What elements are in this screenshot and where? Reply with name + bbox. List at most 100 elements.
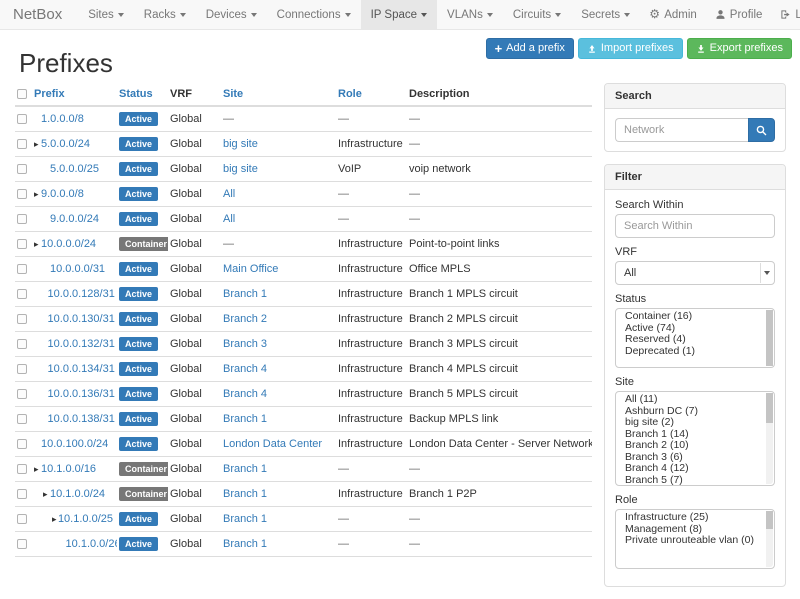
- filter-option[interactable]: Deprecated (1): [625, 345, 696, 357]
- site-link[interactable]: Branch 4: [223, 362, 268, 375]
- scrollbar-thumb[interactable]: [766, 511, 773, 529]
- nav-item-sites[interactable]: Sites: [78, 0, 134, 29]
- nav-item-devices[interactable]: Devices: [196, 0, 267, 29]
- site-link[interactable]: big site: [223, 162, 258, 175]
- row-checkbox[interactable]: [17, 438, 27, 449]
- site-link[interactable]: Branch 1: [223, 462, 268, 475]
- filter-option[interactable]: Private unrouteable vlan (0): [625, 535, 754, 546]
- nav-item-racks[interactable]: Racks: [134, 0, 196, 29]
- filter-option[interactable]: Branch 3 (6): [625, 451, 683, 463]
- site-link[interactable]: big site: [223, 137, 258, 150]
- site-link[interactable]: Branch 1: [223, 287, 268, 300]
- scrollbar-thumb[interactable]: [766, 393, 773, 423]
- row-checkbox[interactable]: [17, 313, 27, 324]
- site-link[interactable]: Branch 1: [223, 487, 268, 500]
- row-checkbox[interactable]: [17, 513, 27, 524]
- prefix-link[interactable]: 10.0.100.0/24: [41, 437, 109, 450]
- row-checkbox[interactable]: [17, 338, 27, 349]
- nav-item-admin[interactable]: ⚙ Admin: [640, 0, 706, 29]
- row-checkbox[interactable]: [17, 538, 27, 549]
- prefix-link[interactable]: 9.0.0.0/24: [50, 212, 99, 225]
- row-checkbox[interactable]: [17, 188, 27, 199]
- prefix-link[interactable]: 10.0.0.134/31: [47, 362, 115, 375]
- nav-item-profile[interactable]: Profile: [706, 0, 772, 29]
- prefix-link[interactable]: 10.1.0.0/16: [41, 462, 97, 475]
- prefix-link[interactable]: 10.0.0.130/31: [47, 312, 115, 325]
- nav-item-secrets[interactable]: Secrets: [571, 0, 640, 29]
- prefix-link[interactable]: 5.0.0.0/24: [41, 137, 90, 150]
- filter-option[interactable]: Branch 2 (10): [625, 440, 689, 451]
- row-checkbox[interactable]: [17, 163, 27, 174]
- filter-option[interactable]: Branch 1 (14): [625, 428, 689, 440]
- site-link[interactable]: Branch 2: [223, 312, 268, 325]
- row-checkbox[interactable]: [17, 113, 27, 124]
- add-prefix-button[interactable]: + Add a prefix: [485, 38, 574, 59]
- row-checkbox[interactable]: [17, 213, 27, 224]
- prefix-link[interactable]: 10.1.0.0/25: [57, 512, 113, 525]
- site-link[interactable]: Branch 1: [223, 537, 268, 550]
- select-all-checkbox[interactable]: [17, 89, 27, 100]
- column-header-site[interactable]: Site: [221, 83, 336, 107]
- filter-option[interactable]: Infrastructure (25): [625, 512, 709, 523]
- column-header-prefix[interactable]: Prefix: [32, 83, 117, 107]
- expand-caret-icon[interactable]: ▸: [34, 139, 39, 149]
- prefix-link[interactable]: 10.0.0.132/31: [47, 337, 115, 350]
- export-prefixes-button[interactable]: Export prefixes: [686, 38, 792, 59]
- prefix-link[interactable]: 10.0.0.0/24: [41, 237, 97, 250]
- prefix-link[interactable]: 1.0.0.0/8: [41, 112, 84, 125]
- nav-item-connections[interactable]: Connections: [267, 0, 361, 29]
- expand-caret-icon[interactable]: ▸: [34, 239, 39, 249]
- row-checkbox[interactable]: [17, 413, 27, 424]
- prefix-link[interactable]: 10.1.0.0/26: [65, 537, 117, 550]
- filter-option[interactable]: Branch 5 (7): [625, 474, 683, 486]
- prefix-link[interactable]: 10.0.0.0/31: [50, 262, 106, 275]
- filter-option[interactable]: All (11): [625, 394, 658, 405]
- nav-item-vlans[interactable]: VLANs: [437, 0, 503, 29]
- role-multiselect[interactable]: Infrastructure (25) Management (8) Private…: [615, 509, 775, 569]
- site-link[interactable]: Branch 3: [223, 337, 268, 350]
- filter-option[interactable]: Management (8): [625, 523, 703, 535]
- site-multiselect[interactable]: All (11) Ashburn DC (7) big site (2) Branch…: [615, 391, 775, 486]
- site-link[interactable]: All: [223, 212, 236, 225]
- prefix-link[interactable]: 10.1.0.0/24: [50, 487, 106, 500]
- filter-option[interactable]: Branch 4 (12): [625, 463, 689, 474]
- site-link[interactable]: Branch 1: [223, 512, 268, 525]
- filter-option[interactable]: big site (2): [625, 417, 675, 428]
- prefix-link[interactable]: 10.0.0.128/31: [47, 287, 115, 300]
- filter-option[interactable]: Active (74): [625, 322, 676, 334]
- netbox-brand[interactable]: NetBox: [13, 6, 63, 23]
- site-link[interactable]: Branch 4: [223, 387, 268, 400]
- column-header-role[interactable]: Role: [336, 83, 407, 107]
- status-multiselect[interactable]: Container (16) Active (74) Reserved (4) Dep…: [615, 308, 775, 368]
- site-link[interactable]: All: [223, 187, 236, 200]
- prefix-link[interactable]: 9.0.0.0/8: [41, 187, 84, 200]
- expand-caret-icon[interactable]: ▸: [43, 489, 48, 499]
- filter-option[interactable]: Ashburn DC (7): [625, 405, 698, 417]
- prefix-link[interactable]: 10.0.0.136/31: [47, 387, 115, 400]
- row-checkbox[interactable]: [17, 263, 27, 274]
- site-link[interactable]: Main Office: [223, 262, 279, 275]
- search-button[interactable]: [748, 118, 775, 142]
- expand-caret-icon[interactable]: ▸: [34, 464, 39, 474]
- nav-item-logout[interactable]: Log out: [771, 0, 800, 29]
- row-checkbox[interactable]: [17, 238, 27, 249]
- row-checkbox[interactable]: [17, 488, 27, 499]
- filter-option[interactable]: Container (16): [625, 311, 693, 322]
- prefix-link[interactable]: 5.0.0.0/25: [50, 162, 99, 175]
- site-link[interactable]: Branch 1: [223, 412, 268, 425]
- search-input[interactable]: [615, 118, 748, 142]
- column-header-status[interactable]: Status: [117, 83, 168, 107]
- filter-option[interactable]: Reserved (4): [625, 334, 686, 345]
- nav-item-circuits[interactable]: Circuits: [503, 0, 571, 29]
- vrf-select[interactable]: All: [615, 261, 775, 285]
- row-checkbox[interactable]: [17, 138, 27, 149]
- row-checkbox[interactable]: [17, 463, 27, 474]
- scrollbar-thumb[interactable]: [766, 310, 773, 366]
- import-prefixes-button[interactable]: Import prefixes: [577, 38, 683, 59]
- prefix-link[interactable]: 10.0.0.138/31: [47, 412, 115, 425]
- row-checkbox[interactable]: [17, 363, 27, 374]
- nav-item-ip-space[interactable]: IP Space: [360, 0, 438, 29]
- search-within-input[interactable]: [615, 214, 775, 238]
- row-checkbox[interactable]: [17, 288, 27, 299]
- row-checkbox[interactable]: [17, 388, 27, 399]
